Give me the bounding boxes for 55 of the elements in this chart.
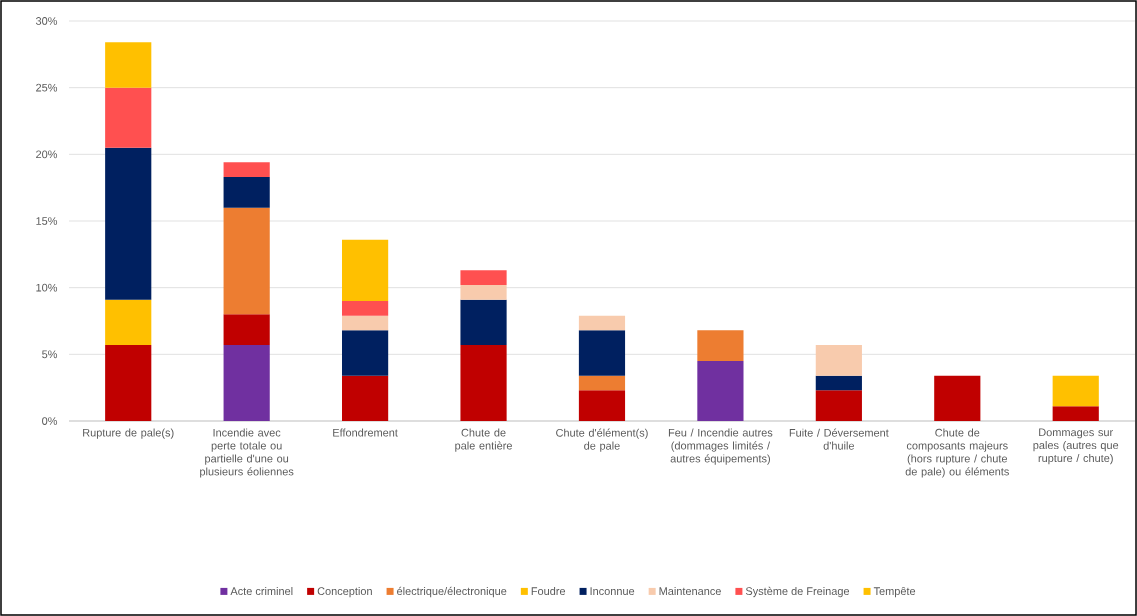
y-tick-label: 0% xyxy=(42,417,58,425)
bar xyxy=(460,299,507,345)
y-tick-label: 10% xyxy=(36,283,58,292)
x-tick-label: Chute de composants majeurs (hors rupture / chute de pale) ou éléments xyxy=(905,428,1009,478)
y-tick-label: 15% xyxy=(36,217,58,225)
bar xyxy=(1052,375,1099,407)
bar xyxy=(578,330,626,376)
bar xyxy=(223,345,270,421)
legend-label: Foudre xyxy=(531,586,566,596)
bar xyxy=(815,345,862,376)
bar xyxy=(105,147,152,300)
bar xyxy=(578,315,626,331)
bar xyxy=(342,375,389,421)
bar xyxy=(697,330,744,361)
y-tick-label: 30% xyxy=(35,17,58,25)
bar xyxy=(578,375,626,391)
x-tick-label: Feu / Incendie autres (dommages limités / autres équipements) xyxy=(668,428,773,465)
x-tick-label: Fuite / Déversement d'huile xyxy=(789,428,889,450)
bar xyxy=(223,177,270,208)
legend-label: Acte criminel xyxy=(230,586,293,596)
x-tick-label: Rupture de pale(s) xyxy=(83,428,174,439)
y-tick-label: 20% xyxy=(36,150,58,159)
bar xyxy=(460,345,507,421)
bar xyxy=(223,314,270,345)
legend-label: Maintenance xyxy=(659,586,721,596)
bar xyxy=(934,375,981,421)
bar xyxy=(578,390,626,421)
bar xyxy=(105,345,152,421)
bar xyxy=(460,270,507,285)
x-tick-label: Dommages sur pales (autres que rupture / chute) xyxy=(1033,428,1119,465)
bar xyxy=(342,315,389,331)
bar xyxy=(223,162,270,177)
bar xyxy=(105,87,152,148)
x-tick-label: Effondrement xyxy=(333,428,398,437)
legend-label: Conception xyxy=(317,586,372,598)
bar xyxy=(815,390,862,421)
bar xyxy=(223,207,270,315)
y-tick-label: 25% xyxy=(36,83,58,92)
bar xyxy=(1052,406,1099,421)
legend-label: Système de Freinage xyxy=(745,586,850,598)
x-tick-label: Chute de pale entière xyxy=(455,428,512,452)
bar xyxy=(342,330,389,376)
legend-label: électrique/électronique xyxy=(397,586,507,598)
bar xyxy=(342,301,389,316)
x-tick-label: Chute d'élément(s) de pale xyxy=(556,428,648,452)
bar xyxy=(105,42,152,88)
y-tick-label: 5% xyxy=(42,350,58,359)
bar xyxy=(342,239,389,301)
bar xyxy=(815,375,862,391)
x-tick-label: Incendie avec perte totale ou partielle d'une ou plusieurs éoliennes xyxy=(200,428,294,478)
legend-label: Inconnue xyxy=(590,587,635,596)
bar xyxy=(460,285,507,300)
legend-label: Tempête xyxy=(873,586,916,598)
bar xyxy=(105,299,152,345)
bar xyxy=(697,361,744,421)
